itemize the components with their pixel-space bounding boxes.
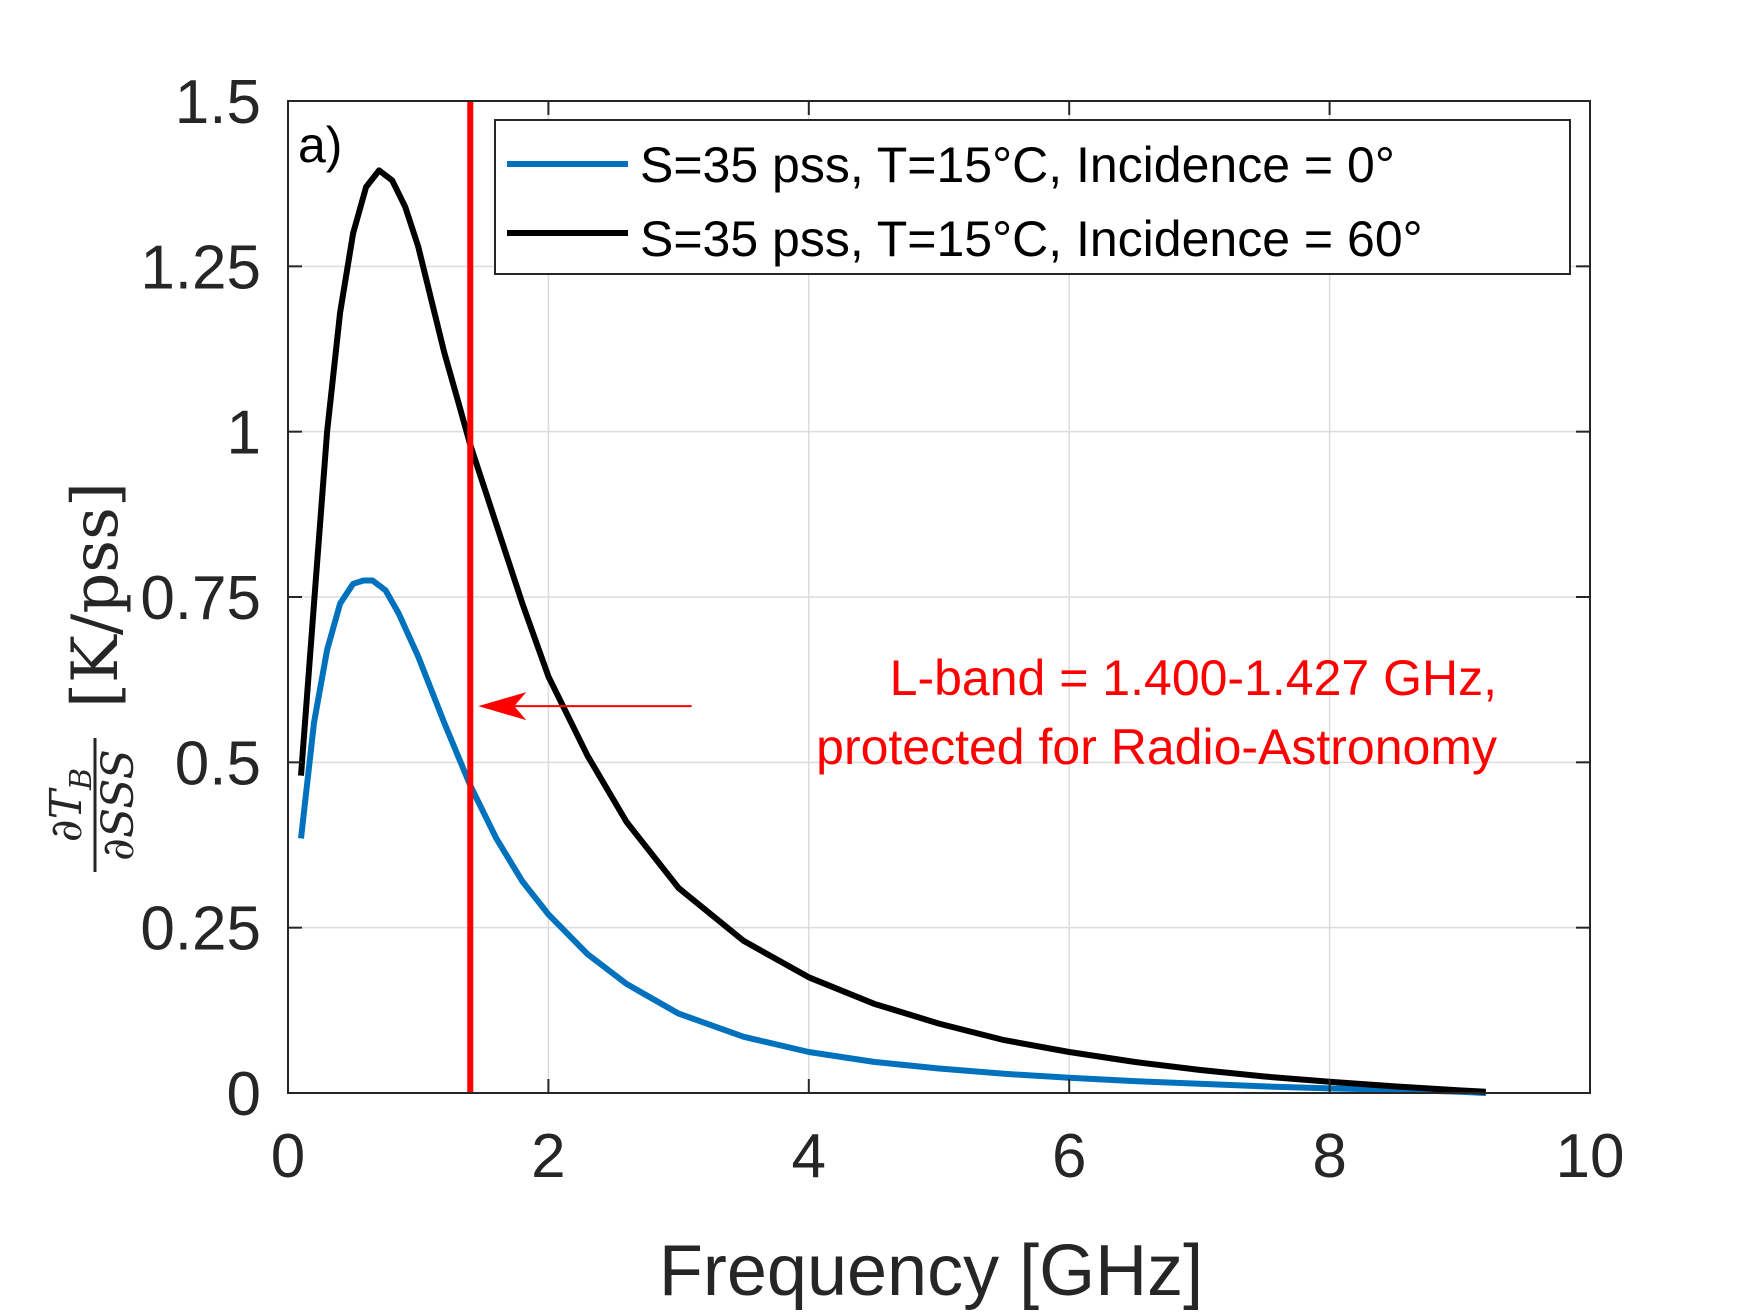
legend: S=35 pss, T=15°C, Incidence = 0° S=35 ps… <box>494 119 1571 275</box>
y-tick-label: 1.25 <box>140 233 261 302</box>
legend-box <box>494 119 1571 275</box>
x-tick-label: 4 <box>792 1122 826 1191</box>
y-axis-title-denominator: ∂SSS <box>93 749 144 861</box>
l-band-annotation: L-band = 1.400-1.427 GHz, protected for … <box>478 650 1497 775</box>
y-tick-label: 1 <box>227 399 261 468</box>
panel-label: a) <box>298 117 342 173</box>
x-tick-label: 8 <box>1312 1122 1346 1191</box>
y-tick-label: 0 <box>227 1060 261 1129</box>
x-tick-label: 6 <box>1052 1122 1086 1191</box>
y-tick-labels: 0 0.25 0.5 0.75 1 1.25 1.5 <box>140 68 261 1129</box>
x-tick-labels: 0 2 4 6 8 10 <box>271 1122 1625 1191</box>
x-axis-title: Frequency [GHz] <box>659 1231 1203 1311</box>
axes-box <box>287 100 1591 1094</box>
y-tick-label: 0.25 <box>140 895 261 964</box>
annotation-line-1: L-band = 1.400-1.427 GHz, <box>890 650 1497 706</box>
x-tick-label: 0 <box>271 1122 305 1191</box>
y-axis-title-numerator: ∂TB <box>41 768 99 842</box>
annotation-arrow-head <box>478 692 527 721</box>
y-axis-title-units: [K/pss] <box>59 482 133 708</box>
legend-label-incidence-0: S=35 pss, T=15°C, Incidence = 0° <box>640 137 1395 193</box>
series-group <box>298 167 1486 1096</box>
x-tick-label: 2 <box>531 1122 565 1191</box>
y-axis-title: ∂TB ∂SSS [K/pss] <box>41 482 144 872</box>
series-line-1 <box>298 167 1486 1095</box>
series-line-0 <box>298 577 1486 1096</box>
legend-label-incidence-60: S=35 pss, T=15°C, Incidence = 60° <box>640 211 1423 267</box>
y-tick-label: 0.75 <box>140 564 261 633</box>
y-tick-label: 0.5 <box>175 729 261 798</box>
x-tick-label: 10 <box>1556 1122 1625 1191</box>
y-tick-label: 1.5 <box>175 68 261 137</box>
annotation-line-2: protected for Radio-Astronomy <box>816 719 1497 775</box>
